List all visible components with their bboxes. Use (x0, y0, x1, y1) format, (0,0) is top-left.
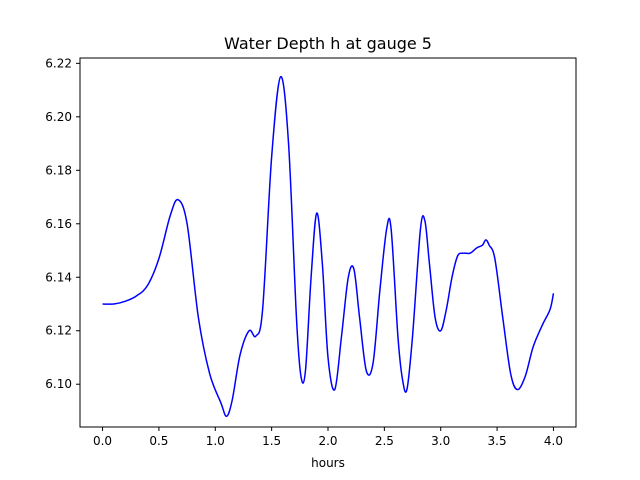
plot-area (102, 75, 555, 418)
y-tick-label: 6.14 (45, 270, 72, 284)
series-line-0 (102, 75, 555, 418)
y-tick-label: 6.18 (45, 163, 72, 177)
x-tick-label: 3.5 (488, 434, 507, 448)
x-tick-label: 0.5 (149, 434, 168, 448)
x-tick-label: 4.0 (544, 434, 563, 448)
plot-frame (79, 57, 577, 428)
chart-title: Water Depth h at gauge 5 (224, 34, 432, 53)
y-tick-label: 6.10 (45, 377, 72, 391)
y-tick-label: 6.22 (45, 56, 72, 70)
x-tick-label: 2.0 (318, 434, 337, 448)
x-tick-label: 1.0 (206, 434, 225, 448)
x-tick-label: 0.0 (93, 434, 112, 448)
x-tick-label: 2.5 (375, 434, 394, 448)
y-axis-ticks: 6.10 6.12 6.14 6.16 6.18 6.20 6.22 (45, 56, 80, 391)
x-axis-ticks: 0.0 0.5 1.0 1.5 2.0 2.5 3.0 3.5 4.0 (93, 427, 563, 448)
x-tick-label: 3.0 (431, 434, 450, 448)
x-axis-label: hours (311, 456, 345, 470)
y-tick-label: 6.20 (45, 110, 72, 124)
y-tick-label: 6.16 (45, 217, 72, 231)
x-tick-label: 1.5 (262, 434, 281, 448)
y-tick-label: 6.12 (45, 324, 72, 338)
